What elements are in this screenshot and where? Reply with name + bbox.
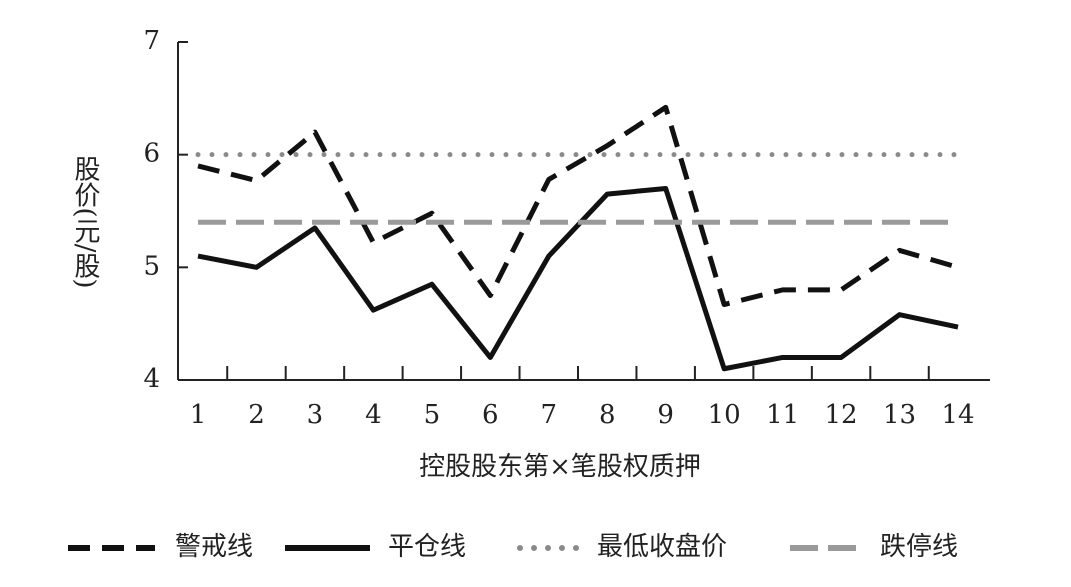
x-tick-label: 14	[941, 400, 974, 430]
x-tick-label: 6	[482, 400, 499, 430]
series-line	[197, 104, 959, 308]
x-tick-label: 4	[365, 400, 382, 430]
series-line	[197, 185, 959, 372]
legend-label: 最低收盘价	[597, 532, 727, 562]
x-tick-label: 13	[883, 400, 916, 430]
legend-label: 跌停线	[880, 532, 958, 562]
x-tick-label: 10	[708, 400, 741, 430]
x-tick-label: 1	[190, 400, 207, 430]
x-tick-label: 7	[540, 400, 557, 430]
x-tick-label: 12	[825, 400, 858, 430]
x-tick-label: 9	[657, 400, 674, 430]
y-tick-label: 5	[143, 251, 160, 281]
y-tick-label: 4	[143, 364, 160, 394]
y-axis-label: 股价(元/股)	[70, 155, 100, 288]
x-tick-label: 3	[307, 400, 324, 430]
x-tick-label: 8	[599, 400, 616, 430]
y-tick-label: 7	[143, 26, 160, 56]
legend-label: 平仓线	[388, 532, 466, 562]
legend-label: 警戒线	[175, 532, 253, 562]
x-tick-label: 5	[424, 400, 441, 430]
x-axis-label: 控股股东第×笔股权质押	[419, 452, 701, 482]
x-tick-label: 2	[248, 400, 265, 430]
x-tick-label: 11	[766, 400, 799, 430]
y-tick-label: 6	[143, 139, 160, 169]
